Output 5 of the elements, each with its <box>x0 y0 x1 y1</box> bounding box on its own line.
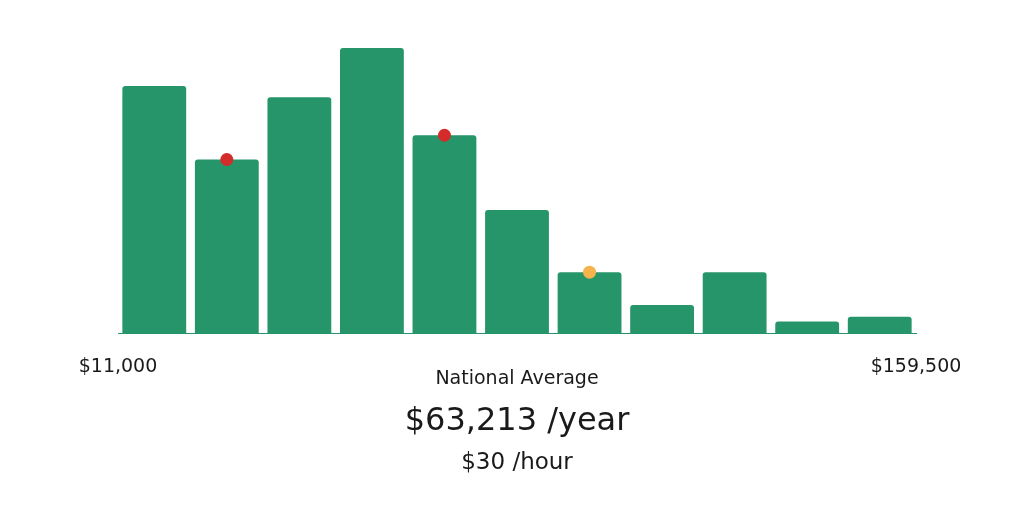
x-tick-label: $11,000 <box>78 353 158 376</box>
text: $63,213 /year <box>403 400 631 438</box>
text: National Average <box>435 366 599 388</box>
x-tick-label: $159,500 <box>870 353 962 376</box>
text: $30 /hour <box>460 448 574 474</box>
